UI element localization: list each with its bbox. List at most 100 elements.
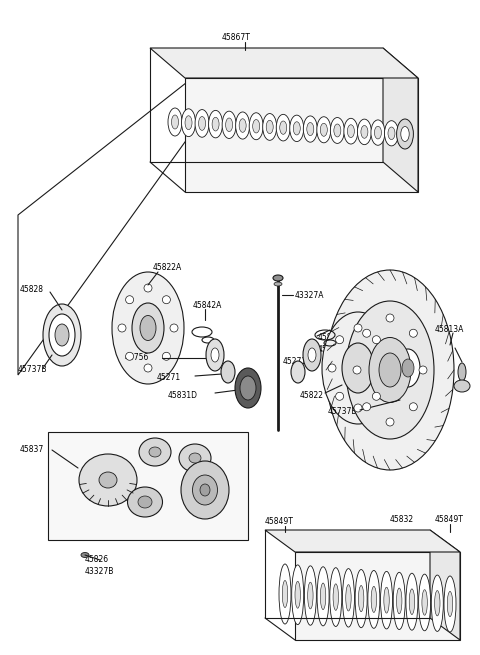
Ellipse shape — [384, 588, 389, 613]
Ellipse shape — [346, 585, 351, 611]
Ellipse shape — [358, 119, 372, 145]
Ellipse shape — [454, 380, 470, 392]
Polygon shape — [265, 530, 460, 552]
Ellipse shape — [209, 111, 223, 138]
Text: 45842A: 45842A — [318, 333, 348, 343]
Ellipse shape — [140, 316, 156, 341]
Ellipse shape — [384, 121, 398, 146]
Ellipse shape — [322, 312, 394, 424]
Ellipse shape — [317, 567, 329, 626]
Polygon shape — [383, 48, 418, 192]
Ellipse shape — [252, 119, 260, 133]
Ellipse shape — [344, 119, 358, 144]
Circle shape — [353, 366, 361, 374]
Ellipse shape — [240, 376, 256, 400]
Ellipse shape — [401, 126, 409, 141]
Ellipse shape — [195, 109, 209, 138]
Circle shape — [380, 364, 388, 372]
Ellipse shape — [200, 484, 210, 496]
Ellipse shape — [279, 564, 291, 624]
Ellipse shape — [307, 122, 314, 136]
Ellipse shape — [55, 324, 69, 346]
Circle shape — [170, 324, 178, 332]
Circle shape — [144, 364, 152, 372]
Ellipse shape — [81, 553, 89, 557]
Circle shape — [118, 324, 126, 332]
Circle shape — [162, 295, 170, 304]
Ellipse shape — [99, 472, 117, 488]
Text: 45737B: 45737B — [18, 365, 48, 375]
Ellipse shape — [320, 583, 326, 610]
Ellipse shape — [389, 337, 427, 399]
Ellipse shape — [249, 113, 263, 140]
Ellipse shape — [185, 116, 192, 130]
Ellipse shape — [330, 117, 344, 143]
Ellipse shape — [406, 573, 418, 630]
Polygon shape — [185, 78, 418, 192]
Text: 43327B: 43327B — [85, 567, 114, 576]
Ellipse shape — [371, 120, 385, 145]
Ellipse shape — [371, 586, 376, 612]
Ellipse shape — [132, 303, 164, 353]
Ellipse shape — [181, 109, 195, 137]
Ellipse shape — [128, 487, 163, 517]
Ellipse shape — [396, 349, 420, 387]
Ellipse shape — [139, 438, 171, 466]
Text: 45828: 45828 — [20, 286, 44, 295]
Ellipse shape — [342, 569, 354, 627]
Circle shape — [336, 392, 344, 400]
Ellipse shape — [317, 117, 331, 143]
Ellipse shape — [189, 453, 201, 463]
Ellipse shape — [381, 571, 393, 629]
Ellipse shape — [379, 353, 401, 387]
Circle shape — [419, 366, 427, 374]
Ellipse shape — [235, 368, 261, 408]
Text: 45822A: 45822A — [153, 263, 182, 272]
Ellipse shape — [342, 343, 374, 393]
Ellipse shape — [291, 361, 305, 383]
Ellipse shape — [458, 363, 466, 381]
Ellipse shape — [308, 348, 316, 362]
Circle shape — [409, 329, 417, 337]
Circle shape — [328, 364, 336, 372]
Ellipse shape — [444, 576, 456, 632]
Text: 45737B: 45737B — [328, 407, 358, 417]
Ellipse shape — [368, 571, 380, 628]
Text: 45849T: 45849T — [265, 517, 294, 527]
Ellipse shape — [333, 584, 338, 610]
Ellipse shape — [432, 575, 444, 631]
Ellipse shape — [396, 588, 402, 614]
Ellipse shape — [369, 337, 411, 403]
Ellipse shape — [422, 590, 427, 615]
Text: 45837: 45837 — [20, 445, 44, 455]
Ellipse shape — [112, 272, 184, 384]
Text: 45842A: 45842A — [193, 301, 222, 310]
Ellipse shape — [79, 454, 137, 506]
Ellipse shape — [212, 117, 219, 131]
Ellipse shape — [263, 113, 276, 140]
Circle shape — [336, 336, 344, 344]
Text: 45271: 45271 — [157, 373, 181, 383]
Ellipse shape — [43, 304, 81, 366]
Polygon shape — [48, 432, 248, 540]
Ellipse shape — [274, 282, 282, 286]
Ellipse shape — [276, 115, 290, 141]
Ellipse shape — [295, 582, 300, 608]
Ellipse shape — [199, 117, 205, 130]
Ellipse shape — [355, 570, 367, 627]
Ellipse shape — [303, 339, 321, 371]
Ellipse shape — [179, 444, 211, 472]
Circle shape — [386, 314, 394, 322]
Circle shape — [372, 392, 380, 400]
Ellipse shape — [192, 475, 217, 505]
Circle shape — [363, 329, 371, 337]
Circle shape — [162, 352, 170, 360]
Ellipse shape — [168, 108, 182, 136]
Ellipse shape — [226, 118, 233, 132]
Ellipse shape — [211, 348, 219, 362]
Circle shape — [354, 324, 362, 332]
Text: 45271: 45271 — [283, 358, 307, 367]
Polygon shape — [430, 530, 460, 640]
Ellipse shape — [138, 496, 152, 508]
Ellipse shape — [409, 589, 415, 614]
